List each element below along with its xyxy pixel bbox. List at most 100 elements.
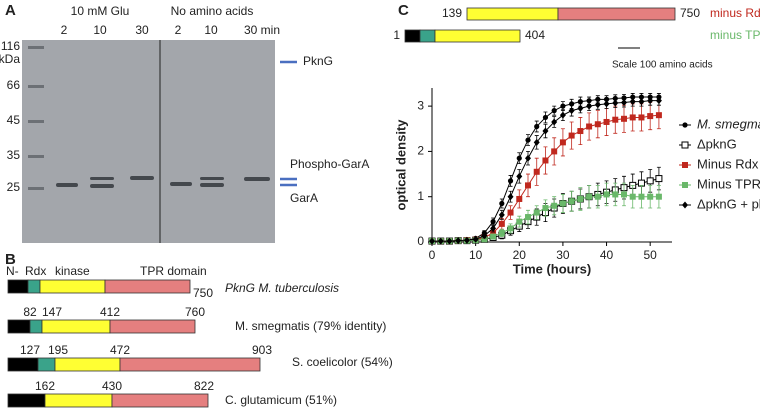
point xyxy=(638,98,645,106)
lane-label: 30 xyxy=(135,23,149,37)
size-markers: 116 kDa 66 45 35 25 xyxy=(0,39,20,194)
marker-label: kDa xyxy=(0,52,20,66)
point xyxy=(603,100,610,108)
lane-label: 2 xyxy=(175,23,182,37)
point xyxy=(629,98,636,106)
construct-name: minus TPR xyxy=(710,28,760,42)
point xyxy=(533,209,540,216)
point xyxy=(577,128,584,135)
x-tick-label: 0 xyxy=(429,248,436,262)
point xyxy=(568,107,575,115)
construct-name: minus Rdx xyxy=(710,6,760,20)
point xyxy=(498,220,505,227)
point xyxy=(542,114,549,121)
legend-marker xyxy=(682,201,688,209)
domain-label: kinase xyxy=(55,264,90,278)
point xyxy=(577,104,584,112)
point xyxy=(647,97,654,105)
position: 147 xyxy=(42,305,62,319)
point xyxy=(577,98,583,105)
point xyxy=(490,224,497,232)
point xyxy=(655,97,662,105)
marker-label: 45 xyxy=(7,113,21,127)
point xyxy=(507,209,514,216)
point xyxy=(481,236,488,243)
y-tick-label: 3 xyxy=(417,98,424,112)
length: 903 xyxy=(252,343,272,357)
point xyxy=(551,148,558,155)
domain-label: Rdx xyxy=(25,264,46,278)
series xyxy=(429,95,662,245)
point xyxy=(612,99,619,107)
point xyxy=(498,229,505,236)
point xyxy=(525,137,531,143)
point xyxy=(516,218,523,225)
band-label: GarA xyxy=(290,191,318,205)
lane-label: 10 xyxy=(93,23,107,37)
position: 750 xyxy=(680,6,700,20)
legend-marker xyxy=(681,141,689,149)
point xyxy=(437,237,444,245)
point xyxy=(490,233,497,240)
point xyxy=(481,232,488,240)
x-tick-label: 50 xyxy=(644,248,658,262)
legend-marker xyxy=(682,122,688,128)
point xyxy=(594,121,601,128)
point xyxy=(507,225,514,232)
group-label: 10 mM Glu xyxy=(71,4,130,18)
point xyxy=(542,157,549,164)
length: 760 xyxy=(185,305,205,319)
point xyxy=(568,132,575,139)
position: 404 xyxy=(525,28,545,42)
point xyxy=(603,118,610,125)
position: 430 xyxy=(102,379,122,393)
domain-label: TPR domain xyxy=(140,264,207,278)
point xyxy=(577,195,584,202)
point xyxy=(551,118,558,126)
point xyxy=(612,191,619,198)
point xyxy=(551,108,557,114)
point xyxy=(621,98,627,106)
position: 162 xyxy=(35,379,55,393)
position: 412 xyxy=(100,305,120,319)
legend-marker xyxy=(682,162,688,168)
panel-letter: B xyxy=(5,251,16,268)
panel-letter: A xyxy=(5,2,16,19)
point xyxy=(534,123,540,130)
lane-labels: 2 10 30 2 10 30 min xyxy=(61,23,280,37)
protein-name: M. smegmatis (79% identity) xyxy=(235,319,386,333)
position: 195 xyxy=(48,343,68,357)
point xyxy=(621,115,627,122)
point xyxy=(498,211,505,219)
position: 139 xyxy=(442,6,462,20)
x-tick-label: 40 xyxy=(600,248,614,262)
point xyxy=(499,200,505,207)
point xyxy=(533,168,540,175)
point xyxy=(542,205,549,212)
point xyxy=(525,182,531,189)
point xyxy=(594,193,601,200)
gel-image xyxy=(22,40,275,243)
point xyxy=(559,111,566,119)
point xyxy=(586,123,593,130)
marker-label: 66 xyxy=(7,78,21,92)
legend-label: ΔpknG + pknG xyxy=(697,196,760,211)
point xyxy=(638,193,645,200)
y-tick-label: 0 xyxy=(417,234,424,248)
bands xyxy=(56,176,270,188)
legend-label: Minus Rdx xyxy=(697,156,759,171)
protein-name: PknG M. tuberculosis xyxy=(225,281,339,295)
marker-label: 35 xyxy=(7,148,21,162)
legend-label: ΔpknG xyxy=(697,136,737,151)
point xyxy=(621,191,627,198)
point xyxy=(507,193,514,201)
band-label: PknG xyxy=(303,54,333,68)
legend-marker xyxy=(682,182,688,188)
point xyxy=(472,235,479,243)
construct-bars xyxy=(404,7,676,43)
marker-label: 116 xyxy=(1,39,20,53)
position: 1 xyxy=(393,28,400,42)
gel xyxy=(22,40,275,243)
